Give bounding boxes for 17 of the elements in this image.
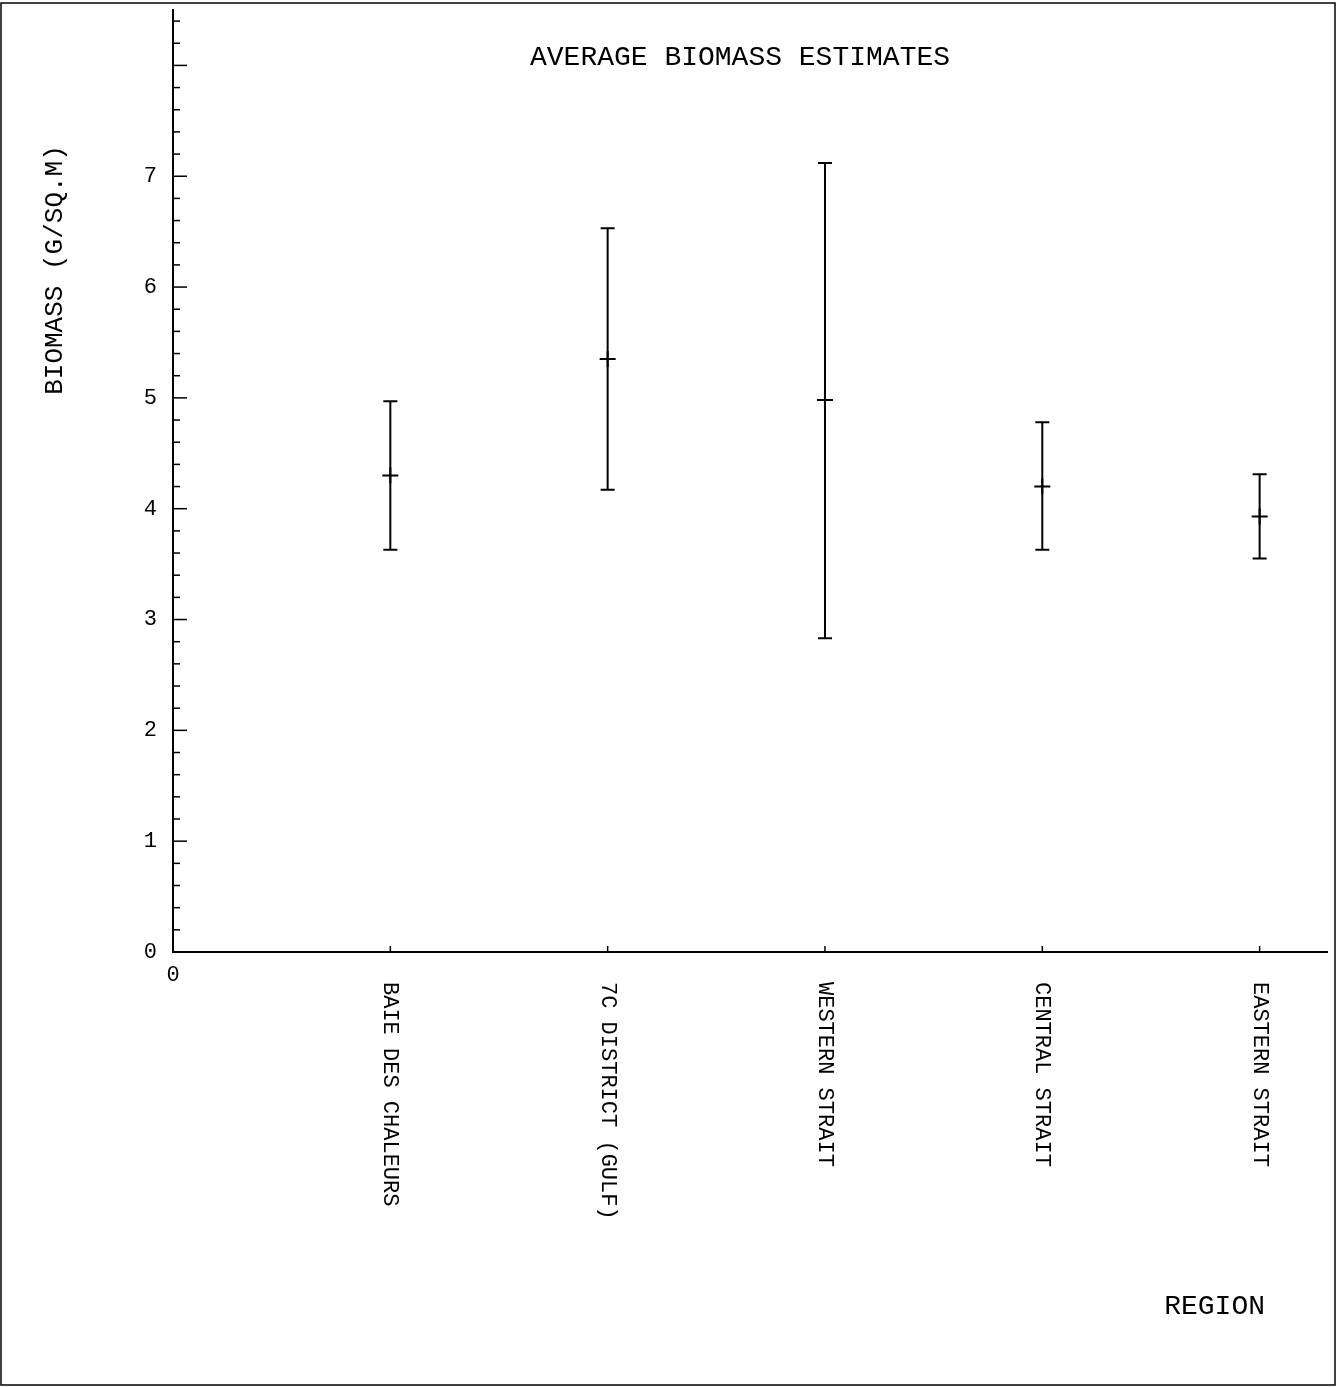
y-tick-label: 2 <box>143 718 157 744</box>
x-tick-label: CENTRAL STRAIT <box>1029 982 1055 1167</box>
y-tick-label: 7 <box>143 164 157 190</box>
x-tick-label: BAIE DES CHALEURS <box>377 982 403 1207</box>
text: 0 <box>166 962 180 988</box>
x-tick-label: WESTERN STRAIT <box>812 982 838 1167</box>
y-tick-label: 5 <box>143 385 157 411</box>
y-tick-label: 3 <box>143 607 157 633</box>
y-tick-label: 6 <box>143 274 157 300</box>
x-tick-label: 7C DISTRICT (GULF) <box>594 982 620 1220</box>
y-tick-label: 0 <box>143 939 157 965</box>
x-tick-label: EASTERN STRAIT <box>1246 982 1272 1167</box>
text: AVERAGE BIOMASS ESTIMATES <box>529 42 951 74</box>
y-axis-title: BIOMASS (G/SQ.M) <box>39 145 70 395</box>
x-axis-title: REGION <box>1164 1291 1265 1323</box>
y-tick-label: 1 <box>143 829 157 854</box>
y-tick-label: 4 <box>143 496 157 522</box>
